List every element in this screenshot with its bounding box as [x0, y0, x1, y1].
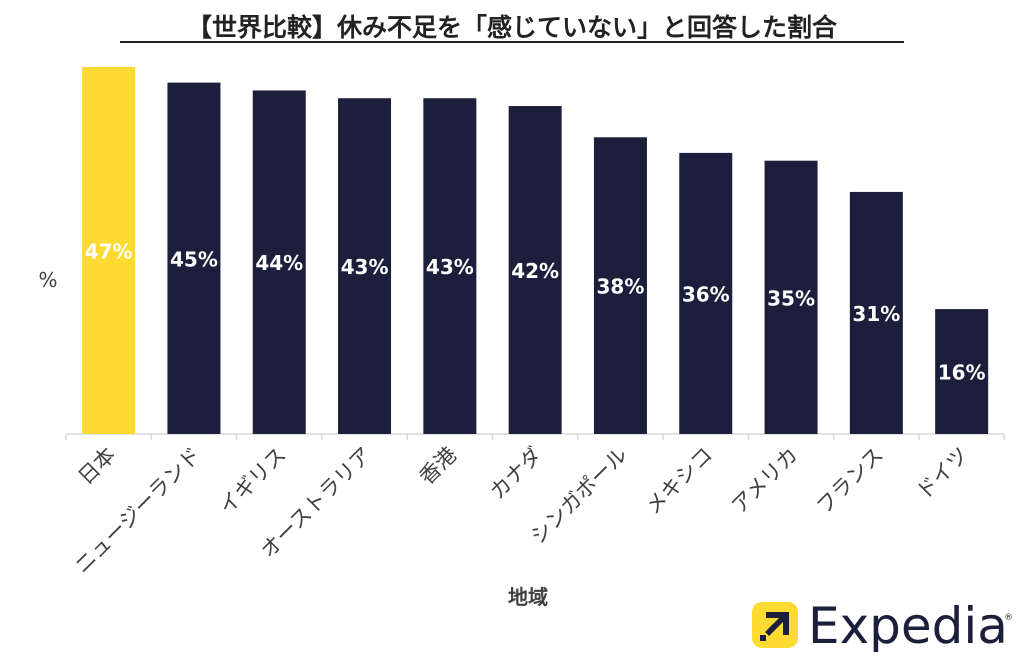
data-label: 16%: [938, 361, 986, 385]
category-label: メキシコ: [641, 443, 717, 519]
expedia-logo: Expedia ®: [752, 597, 1013, 655]
data-label: 31%: [852, 302, 900, 326]
x-axis-label: 地域: [508, 585, 548, 609]
bar: [764, 160, 818, 434]
data-label: 38%: [597, 275, 645, 299]
arrow-icon: [765, 612, 789, 636]
category-label: イギリス: [214, 443, 290, 519]
bar: [82, 67, 136, 434]
bar: [679, 152, 733, 434]
logo-text: Expedia: [808, 597, 1008, 652]
category-label: カナダ: [485, 443, 547, 505]
category-label: アメリカ: [727, 443, 803, 519]
data-label: 44%: [255, 251, 303, 275]
registered-mark: ®: [1004, 613, 1013, 623]
data-label: 43%: [341, 255, 389, 279]
category-label: 日本: [74, 443, 121, 490]
data-label: 45%: [170, 247, 218, 271]
bar: [593, 137, 647, 434]
bar: [167, 82, 221, 435]
bar: [252, 90, 306, 434]
bar: [338, 98, 392, 434]
category-label: フランス: [812, 443, 888, 519]
category-label: 香港: [415, 443, 462, 490]
data-label: 42%: [511, 259, 559, 283]
y-axis-label: %: [38, 268, 57, 292]
data-label: 35%: [767, 286, 815, 310]
bar: [849, 191, 903, 434]
data-label: 36%: [682, 282, 730, 306]
data-label: 47%: [85, 240, 133, 264]
bar: [508, 106, 562, 435]
bar: [423, 98, 477, 434]
category-label: ドイツ: [912, 443, 974, 505]
chart-title: 【世界比較】休み不足を「感じていない」と回答した割合: [187, 13, 838, 42]
bar: [935, 309, 989, 434]
data-label: 43%: [426, 255, 474, 279]
